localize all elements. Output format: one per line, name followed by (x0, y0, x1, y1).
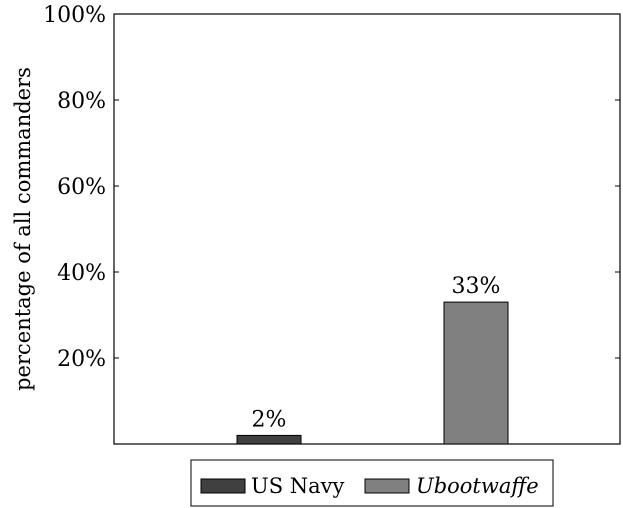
y-axis-title: percentage of all commanders (11, 67, 35, 391)
bar-ubootwaffe (443, 301, 509, 445)
y-tick-label: 40% (57, 261, 106, 286)
legend-label-ubootwaffe: Ubootwaffe (416, 474, 539, 498)
data-label-us-navy: 2% (252, 407, 287, 432)
y-axis: 20% 40% 60% 80% 100% (43, 3, 620, 372)
y-tick-label: 100% (43, 3, 106, 28)
y-tick-label: 20% (57, 347, 106, 372)
y-tick-label: 60% (57, 175, 106, 200)
legend-swatch-ubootwaffe (364, 478, 410, 494)
y-tick-label: 80% (57, 89, 106, 114)
bars: 2% 33% (236, 274, 509, 445)
legend: US Navy Ubootwaffe (190, 459, 554, 507)
legend-swatch-us-navy (200, 478, 246, 494)
legend-label-us-navy: US Navy (251, 474, 345, 498)
bar-us-navy (236, 434, 302, 445)
data-label-ubootwaffe: 33% (452, 274, 501, 299)
plot-frame (113, 13, 621, 445)
